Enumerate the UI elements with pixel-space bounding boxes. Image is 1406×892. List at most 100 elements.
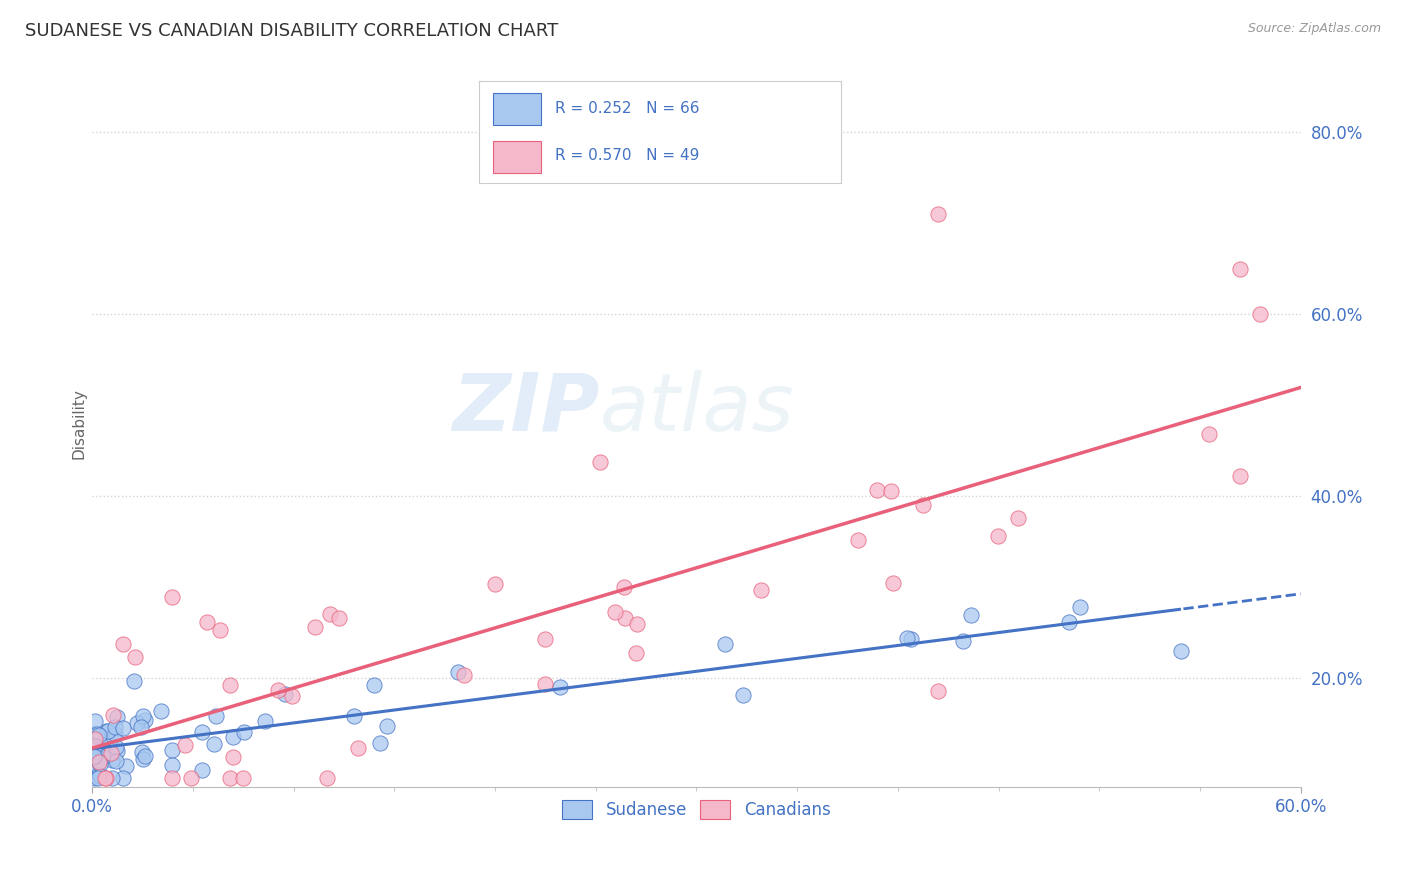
Point [91,749,114,764]
Point [347,740,370,755]
Point [1007,511,1029,525]
Point [103,708,125,723]
Point [89,755,111,769]
Point [713,637,735,651]
Point [112,721,135,735]
Point [1198,427,1220,442]
Point [866,483,889,498]
Point [100,771,122,785]
Y-axis label: Disability: Disability [72,388,87,458]
Point [83,765,105,780]
Point [94,771,117,785]
Point [267,682,290,697]
Point [1229,468,1251,483]
Point [731,688,754,702]
Point [174,738,197,752]
Point [105,710,128,724]
Point [104,754,127,768]
Point [1170,644,1192,658]
Point [896,632,918,646]
Point [202,737,225,751]
Point [222,730,245,744]
Point [197,615,219,629]
Point [534,677,557,691]
Point [613,580,636,594]
Point [912,498,935,512]
Point [375,719,398,733]
Point [589,455,612,469]
Point [160,590,183,604]
Point [93,771,115,785]
Point [232,724,254,739]
Point [84,731,107,746]
Point [1229,261,1251,276]
Point [97,724,120,739]
Point [209,623,232,637]
Point [112,771,135,785]
Point [749,582,772,597]
Point [205,708,228,723]
Point [846,533,869,547]
Point [318,607,340,622]
Point [132,752,155,766]
Point [304,619,326,633]
Text: SUDANESE VS CANADIAN DISABILITY CORRELATION CHART: SUDANESE VS CANADIAN DISABILITY CORRELAT… [25,22,558,40]
Point [131,745,153,759]
Point [987,529,1010,543]
Point [134,713,156,727]
Point [254,714,277,729]
Point [160,757,183,772]
Point [447,665,470,679]
Point [624,646,647,660]
Point [83,739,105,754]
Point [453,668,475,682]
Point [96,747,118,762]
Point [548,680,571,694]
Legend: Sudanese, Canadians: Sudanese, Canadians [555,794,837,826]
Point [281,690,304,704]
Point [89,756,111,771]
Point [86,727,108,741]
Point [112,637,135,651]
Point [605,606,627,620]
Point [105,743,128,757]
Point [84,747,107,761]
Point [89,769,111,783]
Point [328,611,350,625]
Point [83,748,105,763]
Point [316,771,339,785]
Point [232,771,254,785]
Point [191,724,214,739]
Point [84,714,107,729]
Point [101,729,124,743]
Point [1057,615,1080,629]
Point [162,771,184,785]
Point [1069,600,1091,615]
Point [1249,307,1271,321]
Point [960,608,983,623]
Point [219,678,242,692]
Point [900,632,922,647]
Point [880,483,903,498]
Text: atlas: atlas [600,370,794,448]
Point [160,743,183,757]
Point [83,771,105,785]
Point [124,649,146,664]
Point [534,632,557,646]
Point [132,708,155,723]
Point [115,758,138,772]
Point [882,575,904,590]
Point [368,736,391,750]
Point [484,577,506,591]
Point [84,729,107,743]
Point [89,766,111,780]
Point [218,771,240,785]
Point [83,750,105,764]
Point [626,617,648,632]
Point [100,746,122,760]
Text: ZIP: ZIP [453,370,600,448]
Point [125,715,148,730]
Point [363,678,385,692]
Point [89,728,111,742]
Point [91,734,114,748]
